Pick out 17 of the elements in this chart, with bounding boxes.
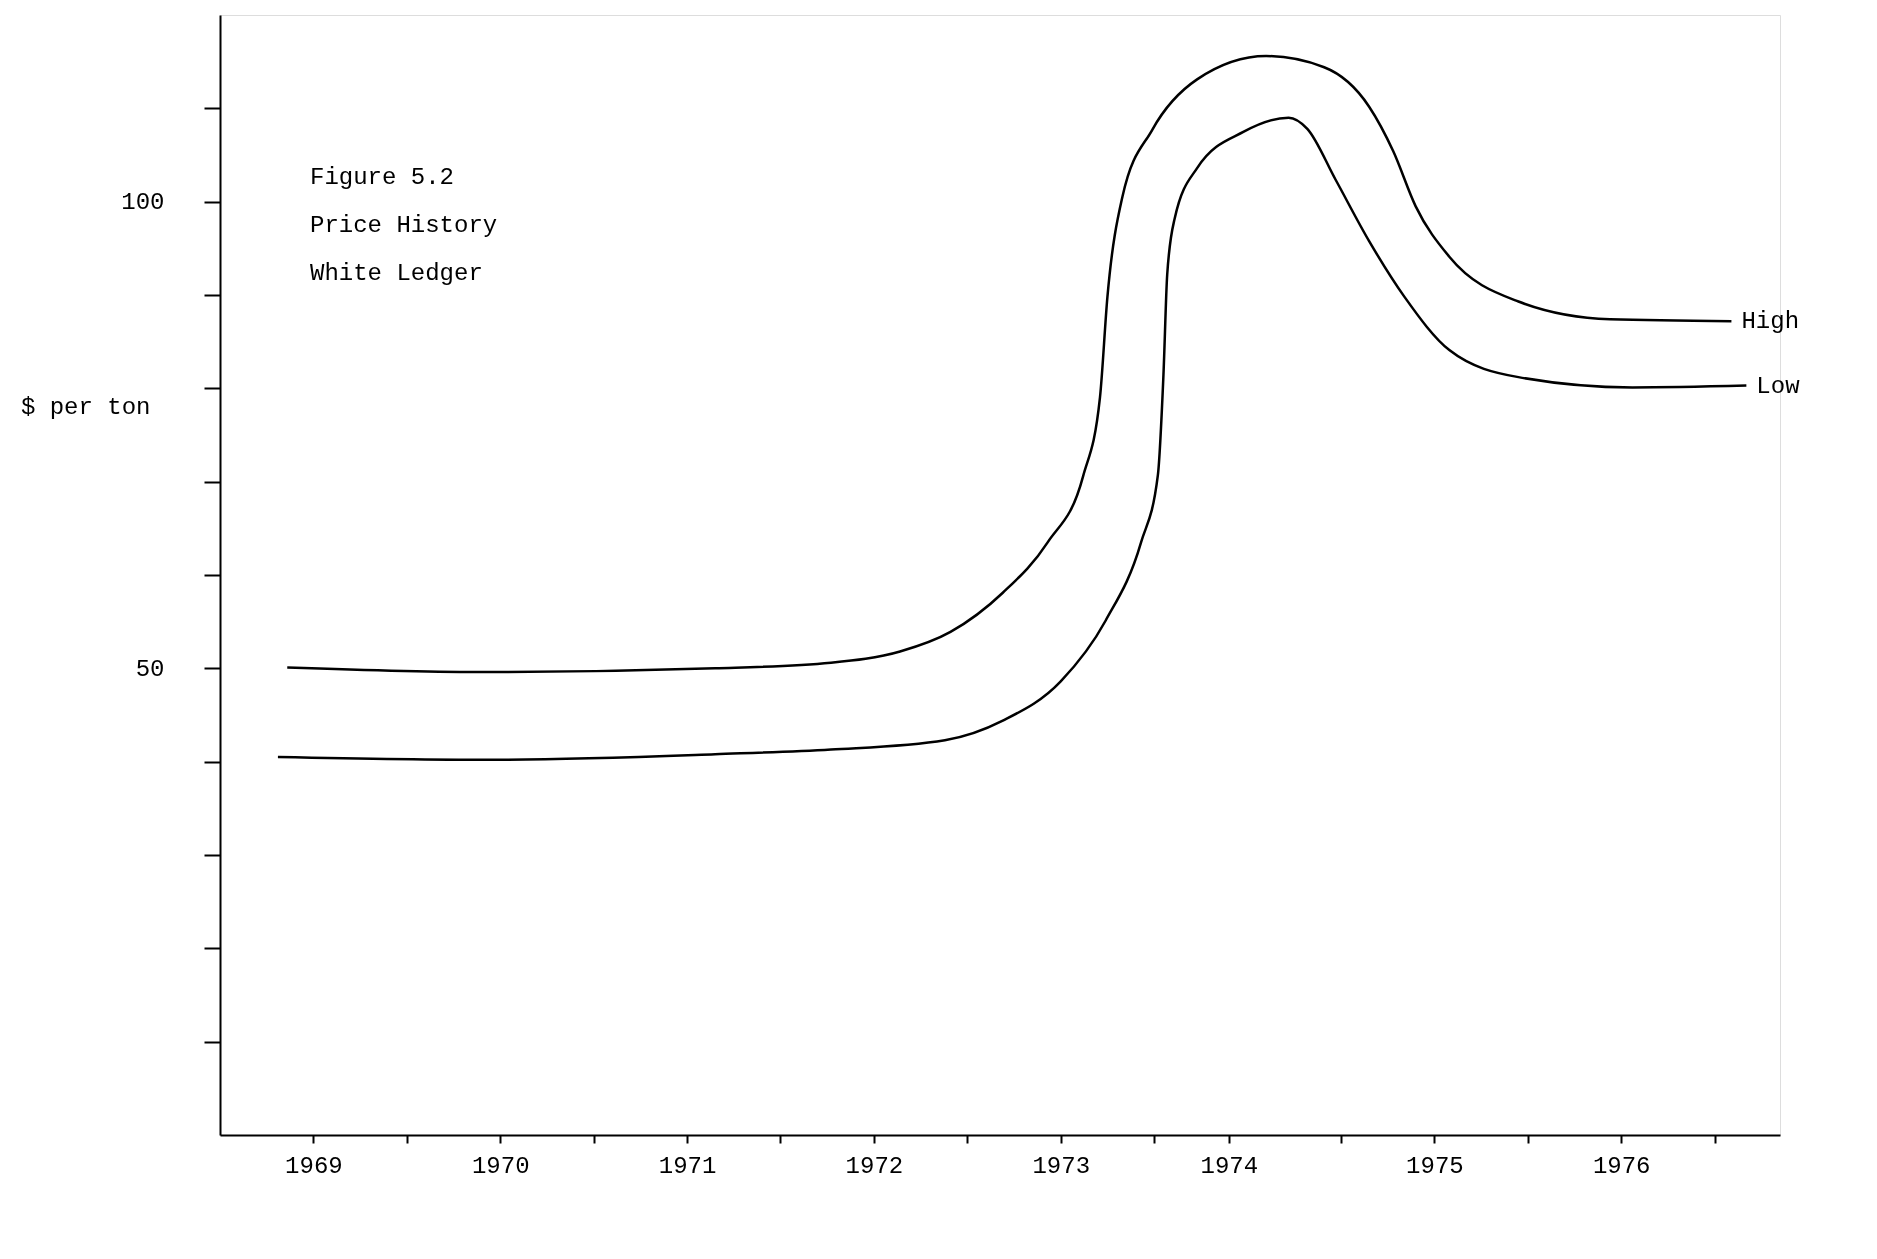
annotation: Figure 5.2 [310,164,455,191]
line-series [286,54,1733,674]
x-tick-label: 1973 [1032,1152,1091,1180]
y-tick-label: 100 [121,189,165,217]
x-tick-label: 1971 [658,1152,717,1180]
annotation: Price History [310,212,498,239]
series-label: High [1741,308,1800,336]
x-tick-label: 1974 [1200,1152,1259,1180]
x-tick-label: 1970 [471,1152,530,1180]
series-label: Low [1756,372,1801,400]
x-tick-label: 1969 [285,1152,343,1180]
y-tick-label: 50 [135,655,165,683]
y-axis-title: $ per ton [20,393,151,421]
x-tick-label: 1976 [1592,1152,1651,1180]
annotation: White Ledger [310,260,483,287]
x-tick-label: 1972 [845,1152,904,1180]
x-tick-label: 1975 [1406,1152,1464,1180]
